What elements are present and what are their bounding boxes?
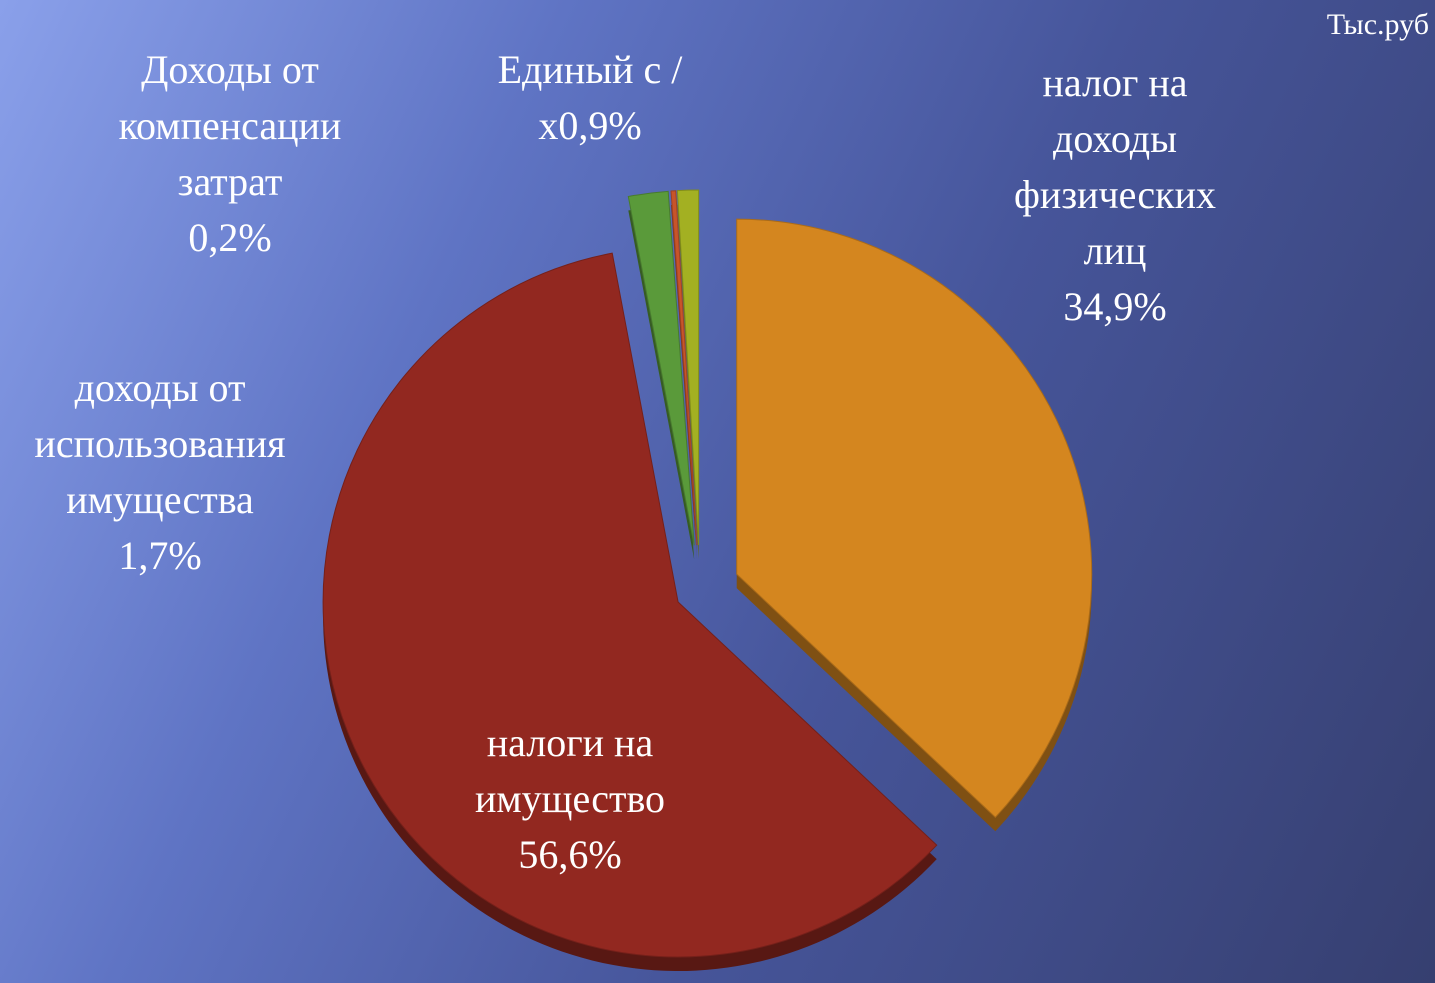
category-name: доходы от использования имущества <box>34 365 286 522</box>
category-name: Единый с /х <box>497 47 683 148</box>
slice-side <box>628 205 695 560</box>
category-name: Доходы от компенсации затрат <box>118 47 342 204</box>
slice <box>736 218 1093 819</box>
slice-side <box>671 204 698 560</box>
slice-label: налог на доходы физических лиц 34,9% <box>980 55 1250 335</box>
category-name: налог на доходы физических лиц <box>1014 60 1216 273</box>
slice-label: Единый с /х0,9% <box>470 42 710 154</box>
unit-annotation: Тыс.руб <box>1326 8 1429 41</box>
value-label: 34,9% <box>1063 284 1167 329</box>
category-name: налоги на имущество <box>474 720 666 821</box>
slice <box>676 189 700 546</box>
value-label: 56,6% <box>518 832 622 877</box>
slice <box>670 190 698 546</box>
slice-label: Доходы от компенсации затрат 0,2% <box>80 42 380 266</box>
slice-label: доходы от использования имущества 1,7% <box>0 360 320 584</box>
value-label: 1,7% <box>118 533 202 578</box>
value-label: 0,9% <box>558 103 642 148</box>
value-label: 0,2% <box>188 215 272 260</box>
slice <box>627 190 695 546</box>
slice-label: налоги на имущество 56,6% <box>420 715 720 883</box>
slice <box>322 252 938 958</box>
